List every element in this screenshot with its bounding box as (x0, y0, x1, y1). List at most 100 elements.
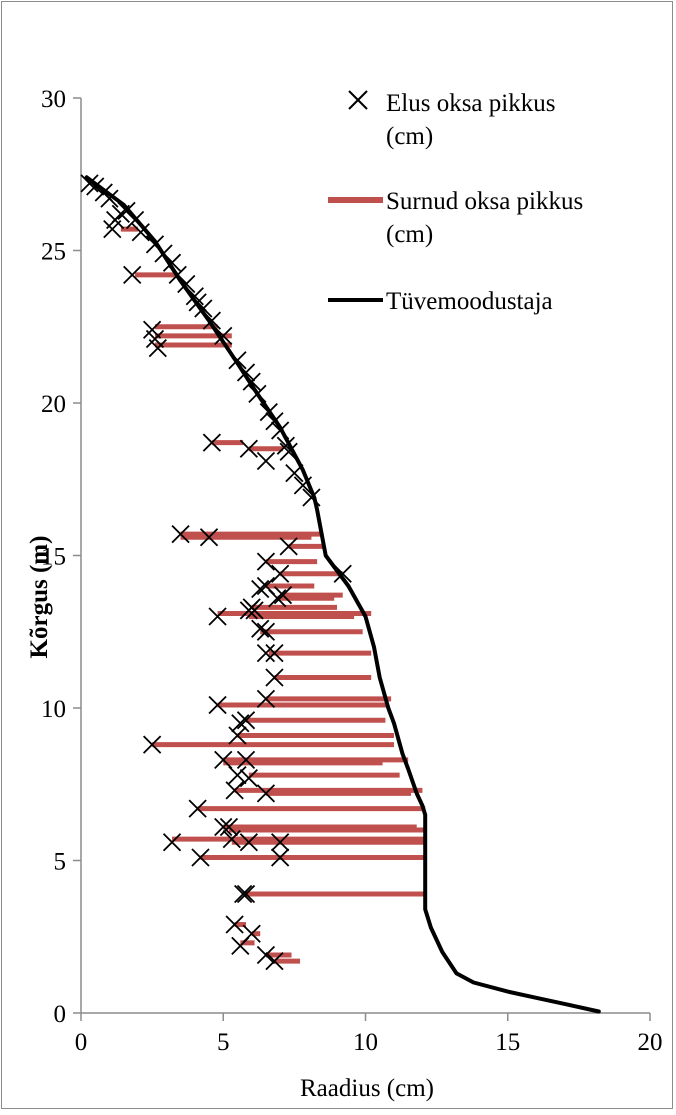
live-branch-marker (202, 311, 222, 330)
live-branch-marker (271, 421, 290, 440)
live-branch-marker (256, 552, 276, 571)
live-branch-marker (214, 326, 233, 346)
live-branch-marker (185, 287, 204, 306)
live-branch-marker (236, 884, 256, 904)
legend: Elus oksa pikkus (cm) Surnud oksa pikkus… (328, 90, 589, 315)
live-branch-marker (271, 833, 290, 852)
y-tick-label: 15 (41, 544, 66, 571)
y-axis-label: Kõrgus (m) (26, 536, 53, 659)
x-tick-label: 20 (638, 1029, 663, 1056)
x-axis-label: Raadius (cm) (300, 1075, 434, 1102)
y-tick-label: 20 (41, 391, 66, 418)
live-branch-marker (245, 601, 264, 620)
live-branch-marker (302, 488, 321, 507)
live-branch-marker (199, 528, 219, 547)
live-branch-marker (142, 735, 162, 754)
legend-stem-label: Tüvemoodustaja (386, 288, 553, 315)
live-branch-marker (239, 833, 258, 852)
live-branch-marker (251, 579, 270, 599)
live-branch-marker (256, 689, 276, 708)
live-branch-marker (265, 643, 284, 663)
live-branch-marker (273, 586, 293, 605)
live-branch-marker (171, 525, 190, 544)
y-tick-label: 10 (41, 696, 66, 723)
live-branch-marker (214, 817, 233, 837)
live-branch-marker (228, 726, 247, 745)
live-branch-marker (333, 564, 352, 583)
live-branch-marker (225, 915, 244, 934)
live-branch-marker (208, 607, 227, 626)
legend-live-label-line2: (cm) (386, 123, 433, 150)
live-branch-markers (80, 174, 352, 971)
live-branch-marker (148, 338, 167, 358)
live-branch-marker (268, 589, 287, 608)
live-branch-marker (177, 274, 196, 294)
live-branch-marker (188, 799, 207, 818)
y-tick-label: 25 (41, 239, 66, 266)
live-branch-marker (251, 619, 270, 638)
live-branch-marker (194, 299, 213, 318)
live-branch-marker (123, 265, 142, 285)
live-branch-marker (208, 695, 227, 715)
live-branch-marker (279, 537, 298, 556)
live-branch-marker (239, 601, 258, 620)
live-branch-marker (162, 833, 182, 852)
legend-entry-dead: Surnud oksa pikkus (cm) (328, 188, 589, 248)
live-branch-marker (259, 403, 278, 422)
legend-dead-label-line1: Surnud oksa pikkus (386, 188, 583, 215)
live-branch-marker (202, 433, 222, 452)
live-branch-marker (239, 439, 258, 458)
live-branch-marker (276, 436, 295, 455)
y-tick-label: 5 (54, 849, 67, 876)
live-branch-marker (231, 936, 250, 956)
legend-entry-stem: Tüvemoodustaja (328, 288, 553, 315)
legend-live-marker-b (348, 90, 368, 110)
live-branch-marker (100, 189, 119, 208)
live-branch-marker (228, 765, 247, 785)
live-branch-marker (256, 451, 276, 471)
live-branch-marker (236, 363, 256, 382)
live-branch-marker (86, 177, 105, 196)
live-branch-marker (222, 830, 241, 849)
live-branch-marker (219, 817, 239, 837)
legend-live-label-line1: Elus oksa pikkus (386, 90, 555, 117)
live-branch-marker (256, 622, 276, 641)
live-branch-marker (248, 384, 267, 403)
live-branch-marker (256, 945, 276, 965)
x-tick-label: 5 (217, 1029, 230, 1056)
dead-branch-bars (120, 226, 426, 964)
y-tick-label: 30 (41, 86, 66, 113)
live-branch-marker (265, 412, 284, 431)
x-tick-label: 0 (75, 1029, 88, 1056)
live-branch-marker (293, 476, 313, 495)
legend-live-label: Elus oksa pikkus (cm) (386, 90, 562, 150)
legend-dead-label: Surnud oksa pikkus (cm) (386, 188, 589, 248)
live-branch-marker (242, 372, 261, 391)
live-branch-marker (214, 750, 233, 769)
live-branch-marker (225, 781, 244, 800)
live-branch-marker (236, 750, 256, 769)
live-branch-marker (271, 564, 290, 583)
axes (73, 97, 651, 1021)
live-branch-marker (131, 223, 150, 242)
x-tick-label: 10 (353, 1029, 378, 1056)
live-branch-marker (80, 174, 99, 193)
live-branch-marker (231, 714, 250, 733)
live-branch-marker (256, 643, 276, 663)
live-branch-marker (125, 210, 145, 230)
tick-labels: 0 5 10 15 20 0 5 10 15 20 25 30 (41, 86, 663, 1056)
live-branch-marker (265, 668, 284, 687)
live-branch-marker (234, 884, 253, 904)
live-branch-marker (228, 351, 247, 370)
x-tick-label: 15 (495, 1029, 520, 1056)
live-branch-marker (236, 711, 256, 730)
live-branch-marker (279, 442, 298, 461)
live-branch-marker (256, 784, 276, 803)
live-branch-marker (103, 220, 122, 239)
legend-dead-label-line2: (cm) (386, 221, 433, 248)
live-branch-marker (162, 253, 182, 272)
y-tick-label: 0 (54, 1001, 67, 1028)
legend-entry-live: Elus oksa pikkus (cm) (348, 90, 562, 150)
live-branch-marker (271, 848, 290, 867)
